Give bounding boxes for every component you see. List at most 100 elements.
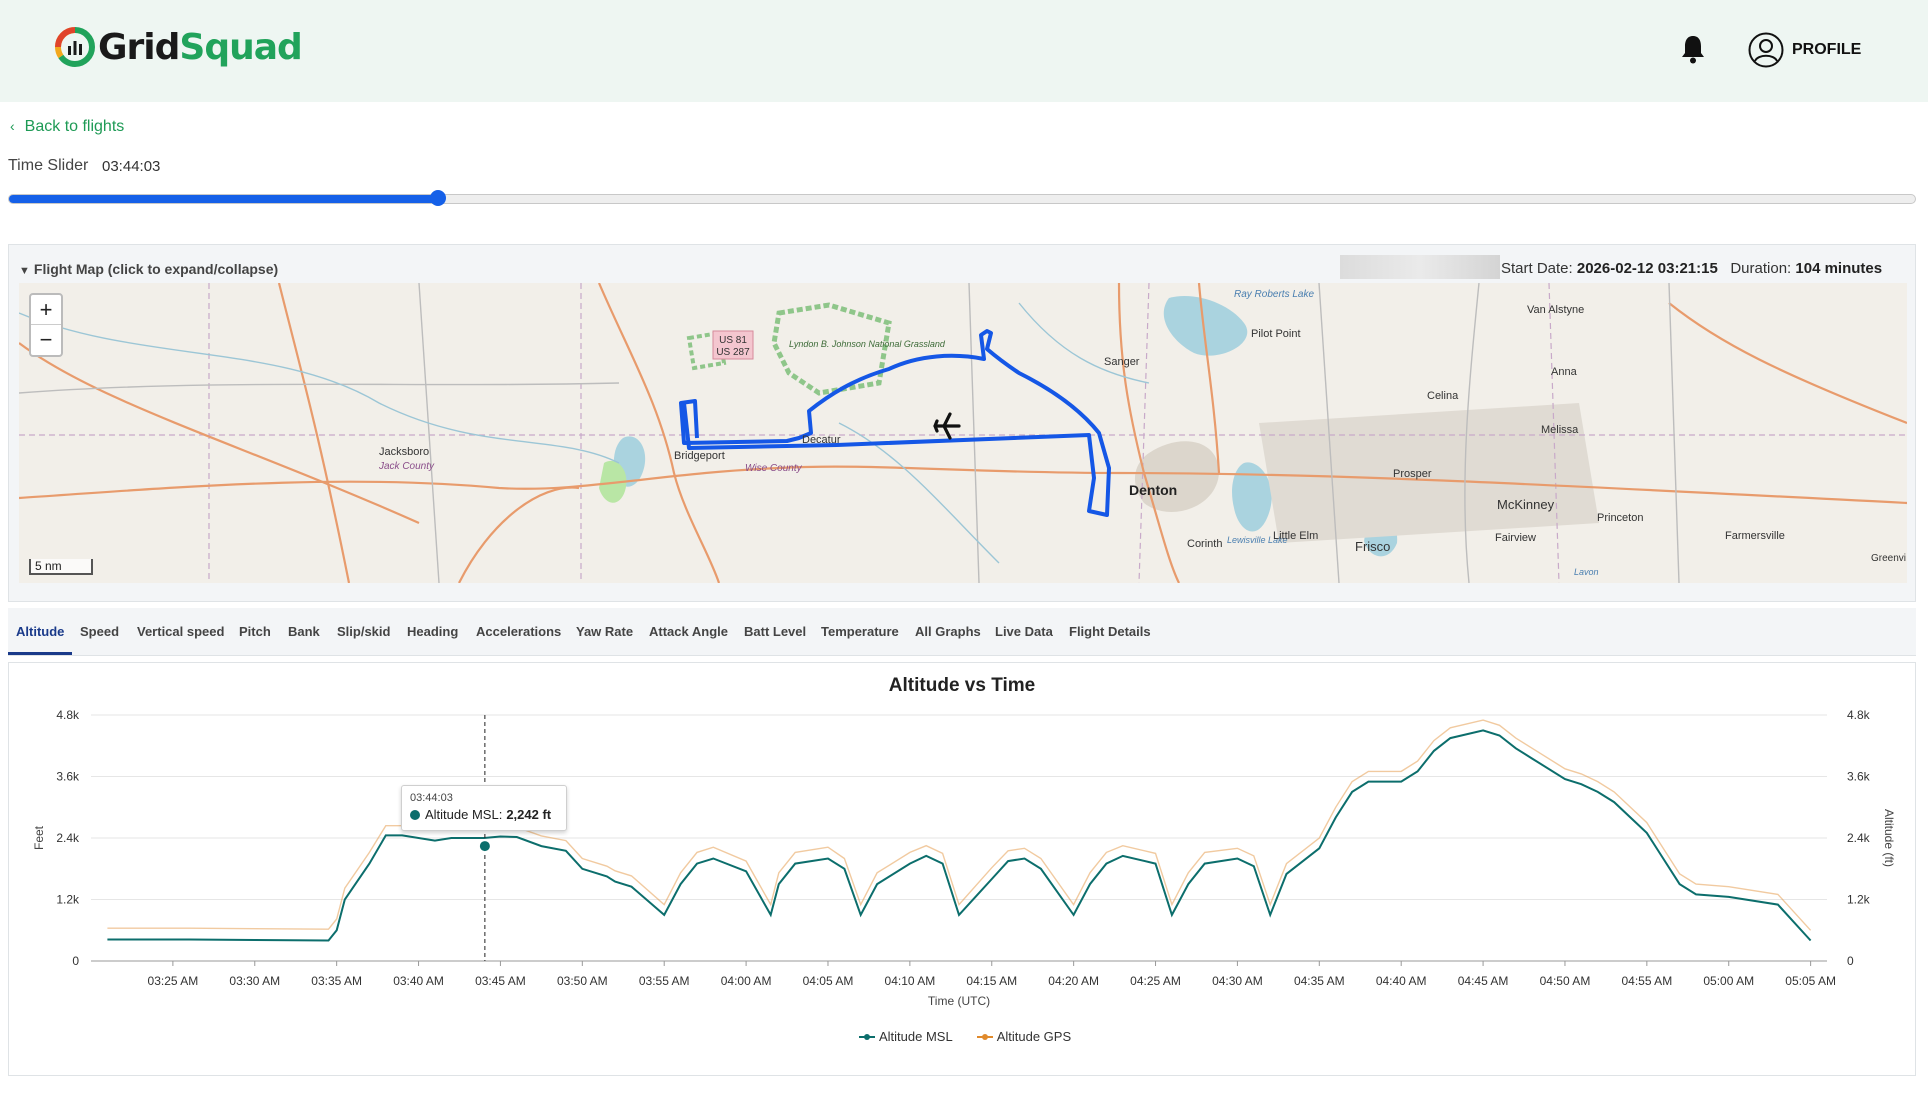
x-tick-label: 04:30 AM [1212, 974, 1263, 988]
x-tick-label: 03:40 AM [393, 974, 444, 988]
tab-batt-level[interactable]: Batt Level [744, 624, 807, 639]
tab-attack-angle[interactable]: Attack Angle [649, 624, 728, 639]
bell-icon[interactable] [1680, 34, 1706, 64]
map-label: Lewisville Lake [1227, 535, 1288, 545]
lake-shape [1232, 462, 1272, 532]
flight-map-toggle-label: Flight Map (click to expand/collapse) [33, 261, 279, 277]
x-tick-label: 03:45 AM [475, 974, 526, 988]
y-tick-label: 2.4k [56, 831, 80, 845]
map-label: Greenvi [1871, 553, 1906, 564]
map-label: Jack County [378, 461, 435, 472]
x-tick-label: 03:30 AM [229, 974, 280, 988]
map-label: Princeton [1597, 512, 1643, 524]
tab-temperature[interactable]: Temperature [821, 624, 899, 639]
tab-heading[interactable]: Heading [407, 624, 459, 639]
logo[interactable]: GridSquad [54, 26, 303, 68]
svg-text:US 81: US 81 [719, 335, 747, 346]
y-tick-label: 3.6k [56, 770, 80, 784]
map-label: Little Elm [1273, 530, 1318, 542]
flight-map-panel: ▼ Flight Map (click to expand/collapse) S… [8, 244, 1916, 602]
zoom-in-button[interactable]: + [31, 295, 61, 325]
x-tick-label: 04:10 AM [885, 974, 936, 988]
map-label: Jacksboro [379, 446, 429, 458]
altitude-chart[interactable]: 0 0 1.2k 1.2k 2.4k 2.4k 3.6k 3.6k 4.8k 4.8k 03:25 … [9, 663, 1917, 1077]
urban-area [1259, 403, 1599, 543]
active-tab-indicator [8, 652, 72, 655]
y-tick-label-right: 1.2k [1847, 893, 1871, 907]
flight-meta: Start Date: 2026-02-12 03:21:15 Duration… [1501, 260, 1882, 277]
tab-flight-details[interactable]: Flight Details [1069, 624, 1151, 639]
tab-all-graphs[interactable]: All Graphs [915, 624, 981, 639]
chart-legend: Altitude MSL Altitude GPS [859, 1029, 1095, 1044]
back-to-flights-link[interactable]: ‹ Back to flights [10, 118, 124, 136]
y-tick-label-right: 4.8k [1847, 708, 1871, 722]
tooltip-series-dot [410, 809, 420, 820]
flight-map-toggle[interactable]: ▼ Flight Map (click to expand/collapse) [19, 261, 278, 277]
y-tick-label: 0 [72, 954, 79, 968]
map-label: Fairview [1495, 532, 1536, 544]
urban-area [1134, 441, 1219, 512]
logo-text: GridSquad [98, 26, 303, 68]
tab-accelerations[interactable]: Accelerations [476, 624, 562, 639]
start-date-value: 2026-02-12 03:21:15 [1576, 260, 1718, 277]
tab-live-data[interactable]: Live Data [995, 624, 1053, 639]
legend-item-altitude-msl[interactable]: Altitude MSL [859, 1029, 953, 1044]
x-tick-label: 03:35 AM [311, 974, 362, 988]
tab-vertical-speed[interactable]: Vertical speed [137, 624, 225, 639]
x-tick-label: 05:00 AM [1703, 974, 1754, 988]
chevron-left-icon: ‹ [10, 118, 15, 134]
svg-text:US 287: US 287 [716, 347, 750, 358]
tab-yaw-rate[interactable]: Yaw Rate [576, 624, 634, 639]
series-line-altitude-msl [107, 729, 1812, 942]
y-tick-label-right: 0 [1847, 954, 1854, 968]
app-header: GridSquad PROFILE [0, 0, 1928, 102]
map-label: Lyndon B. Johnson National Grassland [789, 339, 946, 349]
airplane-icon [933, 412, 961, 440]
grassland-area [771, 302, 892, 396]
chart-tooltip: 03:44:03 Altitude MSL: 2,242 ft [401, 785, 567, 831]
altitude-chart-panel: 0 0 1.2k 1.2k 2.4k 2.4k 3.6k 3.6k 4.8k 4.8k 03:25 … [8, 662, 1916, 1076]
x-tick-label: 04:40 AM [1376, 974, 1427, 988]
park-shape [599, 460, 627, 503]
tooltip-time: 03:44:03 [410, 792, 453, 804]
tab-slip-skid[interactable]: Slip/skid [337, 624, 391, 639]
legend-swatch [976, 1033, 993, 1040]
legend-label: Altitude MSL [879, 1029, 953, 1044]
y-tick-label-right: 3.6k [1847, 770, 1871, 784]
x-tick-label: 04:00 AM [721, 974, 772, 988]
x-tick-label: 04:15 AM [966, 974, 1017, 988]
y-tick-label: 1.2k [56, 893, 80, 907]
time-slider[interactable] [8, 190, 1916, 206]
map-label: Prosper [1393, 468, 1432, 480]
zoom-out-button[interactable]: − [39, 327, 53, 352]
redacted-field [1340, 255, 1500, 279]
x-tick-label: 04:20 AM [1048, 974, 1099, 988]
duration-label: Duration: [1730, 260, 1792, 277]
x-tick-label: 03:25 AM [148, 974, 199, 988]
profile-label: PROFILE [1792, 41, 1862, 58]
tab-bank[interactable]: Bank [288, 624, 320, 639]
map-label: Lavon [1574, 567, 1599, 577]
caret-down-icon: ▼ [19, 265, 30, 277]
time-slider-thumb[interactable] [429, 190, 446, 206]
tooltip-value: 2,242 ft [506, 807, 552, 822]
x-tick-label: 04:50 AM [1540, 974, 1591, 988]
x-tick-label: 04:55 AM [1621, 974, 1672, 988]
tooltip-series: Altitude MSL: [425, 807, 503, 822]
x-tick-label: 03:50 AM [557, 974, 608, 988]
map-label: Anna [1551, 366, 1578, 378]
time-slider-value: 03:44:03 [102, 158, 161, 175]
tab-pitch[interactable]: Pitch [239, 624, 271, 639]
rivers [19, 302, 1150, 564]
duration-value: 104 minutes [1795, 260, 1883, 277]
tab-altitude[interactable]: Altitude [16, 624, 65, 639]
tab-speed[interactable]: Speed [80, 624, 120, 639]
user-circle-icon [1748, 32, 1784, 68]
cursor-point [477, 839, 492, 854]
flight-map[interactable]: US 81 US 287 Jacksboro Jack County Bridg… [19, 283, 1907, 583]
chart-title: Altitude vs Time [888, 675, 1036, 696]
map-label: Melissa [1541, 424, 1579, 436]
lake-shape [1163, 295, 1248, 356]
profile-button[interactable]: PROFILE [1748, 32, 1861, 68]
legend-item-altitude-gps[interactable]: Altitude GPS [976, 1029, 1071, 1044]
